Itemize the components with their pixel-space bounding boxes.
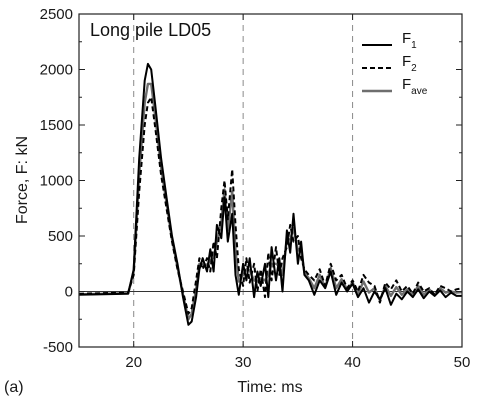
tick-layer: 20 30 40 50 -500 0 500 1000 1500 2000 2500 xyxy=(40,6,471,371)
series-layer xyxy=(79,62,462,326)
series-line-f2 xyxy=(79,96,462,315)
panel-label: (a) xyxy=(4,379,24,396)
legend-label-fave: Fave xyxy=(402,76,428,97)
series-line-f1 xyxy=(79,62,462,326)
y-tick-label: 2000 xyxy=(40,62,73,79)
y-tick-label: 1000 xyxy=(40,173,73,190)
x-axis-label: Time: ms xyxy=(237,379,302,396)
x-tick-label: 50 xyxy=(454,354,471,371)
x-tick-label: 30 xyxy=(235,354,252,371)
y-axis-label: Force, F: kN xyxy=(14,136,31,224)
y-tick-label: 1500 xyxy=(40,117,73,134)
x-tick-label: 20 xyxy=(125,354,142,371)
y-tick-label: 0 xyxy=(65,284,73,301)
legend-label-f1: F1 xyxy=(402,30,417,51)
y-tick-label: 2500 xyxy=(40,6,73,23)
y-tick-label: -500 xyxy=(43,339,73,356)
y-tick-label: 500 xyxy=(48,228,73,245)
chart-annotation: Long pile LD05 xyxy=(90,20,211,40)
x-tick-label: 40 xyxy=(344,354,361,371)
legend-label-f2: F2 xyxy=(402,53,417,74)
